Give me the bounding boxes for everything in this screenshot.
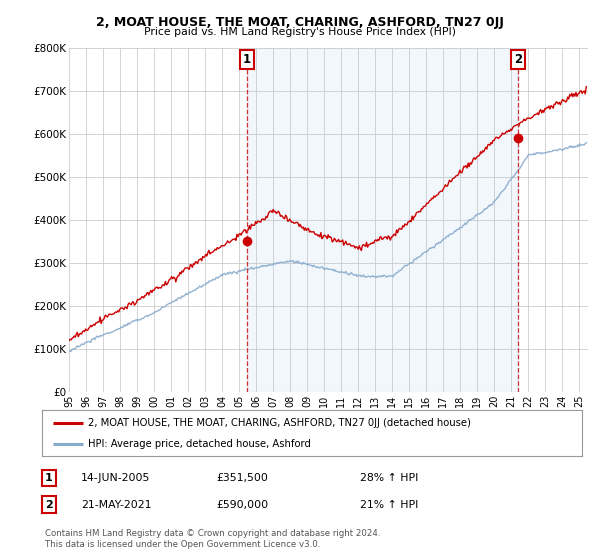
Text: £351,500: £351,500: [216, 473, 268, 483]
Text: 21% ↑ HPI: 21% ↑ HPI: [360, 500, 418, 510]
Text: 14-JUN-2005: 14-JUN-2005: [81, 473, 151, 483]
Text: £590,000: £590,000: [216, 500, 268, 510]
Text: 2, MOAT HOUSE, THE MOAT, CHARING, ASHFORD, TN27 0JJ (detached house): 2, MOAT HOUSE, THE MOAT, CHARING, ASHFOR…: [88, 418, 471, 428]
Text: 28% ↑ HPI: 28% ↑ HPI: [360, 473, 418, 483]
Text: 2: 2: [514, 53, 522, 66]
Text: 2: 2: [45, 500, 53, 510]
Text: HPI: Average price, detached house, Ashford: HPI: Average price, detached house, Ashf…: [88, 439, 311, 449]
Text: 21-MAY-2021: 21-MAY-2021: [81, 500, 151, 510]
Text: Contains HM Land Registry data © Crown copyright and database right 2024.
This d: Contains HM Land Registry data © Crown c…: [45, 529, 380, 549]
Text: 2, MOAT HOUSE, THE MOAT, CHARING, ASHFORD, TN27 0JJ: 2, MOAT HOUSE, THE MOAT, CHARING, ASHFOR…: [96, 16, 504, 29]
Text: Price paid vs. HM Land Registry's House Price Index (HPI): Price paid vs. HM Land Registry's House …: [144, 27, 456, 37]
Bar: [247, 48, 518, 392]
Text: 1: 1: [243, 53, 251, 66]
Text: 1: 1: [45, 473, 53, 483]
